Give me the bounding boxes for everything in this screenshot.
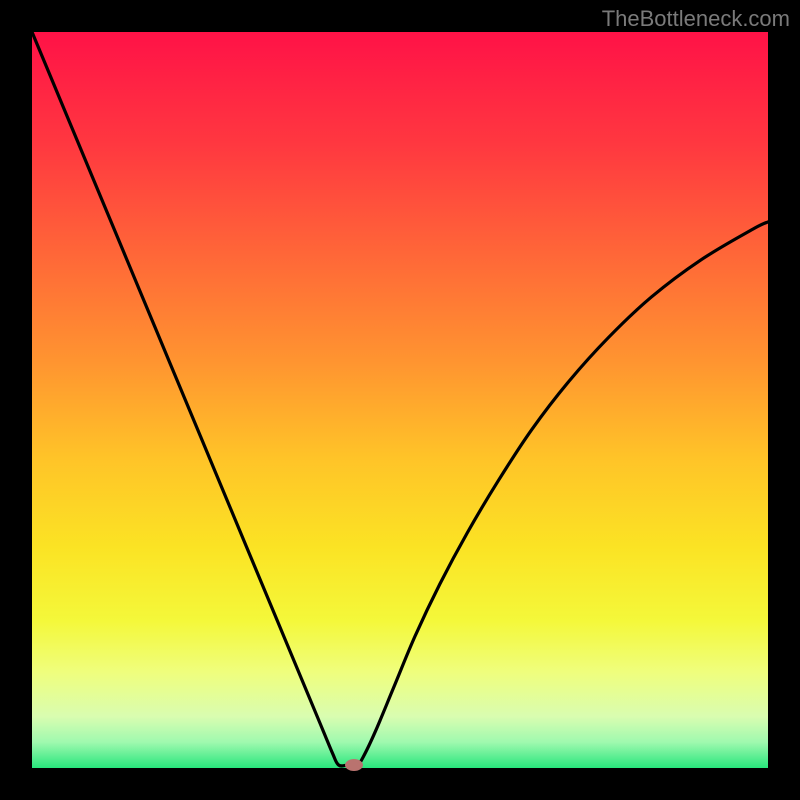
plot-background (32, 32, 768, 768)
bottleneck-chart: TheBottleneck.com (0, 0, 800, 800)
curve-minimum-marker (345, 759, 363, 771)
chart-canvas: TheBottleneck.com (0, 0, 800, 800)
watermark-text: TheBottleneck.com (602, 6, 790, 31)
